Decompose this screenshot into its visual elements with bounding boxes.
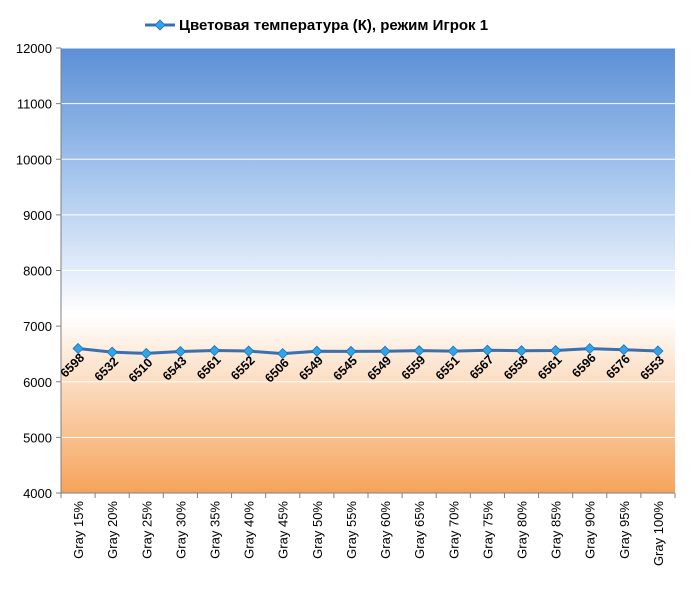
x-tick-label: Gray 90% xyxy=(583,501,598,559)
x-tick-label: Gray 20% xyxy=(105,501,120,559)
x-tick-label: Gray 50% xyxy=(310,501,325,559)
x-tick-label: Gray 25% xyxy=(139,501,154,559)
x-tick-label: Gray 30% xyxy=(173,501,188,559)
data-point-marker[interactable] xyxy=(345,345,357,358)
data-point-marker[interactable] xyxy=(72,342,84,355)
x-tick-label: Gray 95% xyxy=(617,501,632,559)
x-tick-label: Gray 55% xyxy=(344,501,359,559)
x-tick-label: Gray 85% xyxy=(549,501,564,559)
data-point-marker[interactable] xyxy=(140,347,152,359)
data-point-marker[interactable] xyxy=(379,345,391,357)
data-point-marker[interactable] xyxy=(174,345,186,358)
data-point-marker[interactable] xyxy=(311,345,323,357)
data-point-marker[interactable] xyxy=(413,345,425,357)
data-point-marker[interactable] xyxy=(447,345,459,357)
legend-marker-sample xyxy=(154,19,166,31)
x-tick-label: Gray 100% xyxy=(651,501,666,566)
y-tick-label: 12000 xyxy=(16,41,52,56)
data-point-marker[interactable] xyxy=(550,344,562,357)
y-tick-label: 4000 xyxy=(23,486,52,501)
x-tick-label: Gray 70% xyxy=(446,501,461,559)
data-point-marker[interactable] xyxy=(618,344,630,356)
x-tick-label: Gray 15% xyxy=(71,501,86,559)
x-tick-label: Gray 45% xyxy=(276,501,291,559)
legend-label: Цветовая температура (К), режим Игрок 1 xyxy=(179,17,488,34)
data-point-marker[interactable] xyxy=(106,346,118,358)
data-point-marker[interactable] xyxy=(243,345,255,357)
data-point-marker[interactable] xyxy=(515,345,528,357)
x-tick-label: Gray 75% xyxy=(480,501,495,559)
series-line xyxy=(77,346,659,356)
data-point-marker[interactable] xyxy=(208,344,221,357)
y-tick-label: 7000 xyxy=(23,319,52,334)
data-point-marker[interactable] xyxy=(652,345,664,357)
y-tick-label: 9000 xyxy=(23,208,52,223)
x-tick-label: Gray 35% xyxy=(208,501,223,559)
x-tick-label: Gray 80% xyxy=(515,501,530,559)
y-tick-label: 6000 xyxy=(23,375,52,390)
data-point-marker[interactable] xyxy=(481,344,493,356)
legend: Цветовая температура (К), режим Игрок 1 xyxy=(145,17,488,34)
y-tick-label: 11000 xyxy=(17,97,52,112)
data-point-marker[interactable] xyxy=(277,348,289,360)
x-tick-label: Gray 40% xyxy=(242,501,257,559)
data-point-marker[interactable] xyxy=(584,343,596,355)
y-tick-label: 10000 xyxy=(16,152,52,167)
y-tick-label: 8000 xyxy=(23,264,52,279)
x-tick-label: Gray 65% xyxy=(412,501,427,559)
y-tick-label: 5000 xyxy=(23,430,52,445)
x-tick-label: Gray 60% xyxy=(378,501,393,559)
